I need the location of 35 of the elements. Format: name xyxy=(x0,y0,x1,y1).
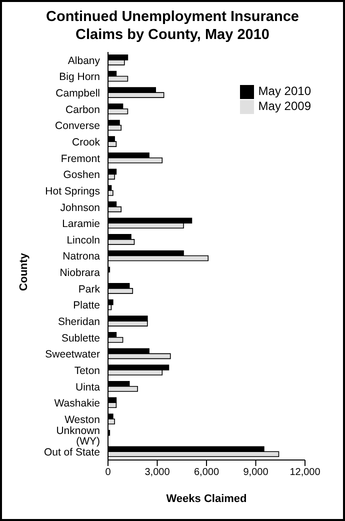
legend-label: May 2010 xyxy=(258,84,311,98)
x-tick-label: 3,000 xyxy=(144,467,170,478)
x-axis-title: Weeks Claimed xyxy=(166,493,247,505)
y-tick-label: Campbell xyxy=(56,88,100,100)
y-tick-label: Natrona xyxy=(62,250,100,263)
chart-title: Continued Unemployment Insurance Claims by County, May 2010 xyxy=(45,8,300,44)
y-tick-label: Albany xyxy=(68,54,101,67)
y-tick-label: Carbon xyxy=(66,104,100,116)
y-tick-label: Washakie xyxy=(54,398,100,410)
y-tick-label: Laramie xyxy=(62,218,100,230)
y-tick-label: Fremont xyxy=(60,152,100,165)
x-tick-label: 0 xyxy=(105,467,112,478)
y-tick-label: Teton xyxy=(74,364,100,377)
y-tick-label: Sweetwater xyxy=(45,348,100,361)
y-tick-label: Park xyxy=(78,283,101,296)
y-tick-label: Sublette xyxy=(61,332,100,344)
y-tick-label: Converse xyxy=(55,120,100,132)
y-tick-label: Johnson xyxy=(60,202,100,214)
y-tick-label: Hot Springs xyxy=(45,185,100,198)
x-tick-label: 12,000 xyxy=(290,467,321,478)
y-tick-label: Niobrara xyxy=(60,267,100,280)
y-tick-label: Out of State xyxy=(44,446,100,459)
y-axis-title: County xyxy=(18,253,30,291)
y-tick-label: Weston xyxy=(64,414,100,426)
x-tick-label: 9,000 xyxy=(243,467,269,478)
y-tick-label: Big Horn xyxy=(59,71,100,84)
y-tick-label: Sheridan xyxy=(58,316,100,328)
y-tick-label: Platte xyxy=(73,300,100,312)
y-tick-label: Goshen xyxy=(63,169,100,182)
legend-label: May 2009 xyxy=(258,98,311,113)
x-tick-label: 6,000 xyxy=(194,467,220,478)
y-tick-label: Unknown (WY) xyxy=(56,424,100,448)
y-tick-label: Uinta xyxy=(75,381,100,394)
y-tick-label: Lincoln xyxy=(66,234,100,246)
y-tick-label: Crook xyxy=(72,136,101,148)
